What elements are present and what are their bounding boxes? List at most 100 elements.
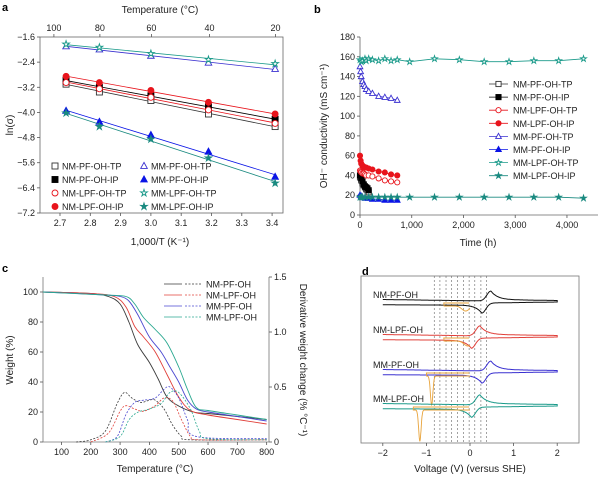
x-tick-label-b: 1,000	[400, 220, 423, 230]
x-tick-label-c: 600	[201, 447, 216, 457]
x-tick-label-c: 200	[83, 447, 98, 457]
data-point-mm-lpf-oh-ip	[430, 192, 439, 201]
data-point-mm-lpf-oh-ip	[479, 192, 489, 201]
legend-label-c: MM-LPF-OH	[206, 313, 257, 323]
data-point-mm-pf-oh-tp	[381, 93, 389, 100]
data-point-mm-pf-oh-tp	[357, 72, 365, 80]
data-point-mm-lpf-oh-ip	[529, 192, 539, 201]
x-tick-label-a: 2.9	[114, 218, 127, 228]
data-point-mm-lpf-oh-tp	[579, 54, 588, 63]
data-point-mm-lpf-oh-ip	[504, 192, 514, 201]
curve-label-d: NM-LPF-OH	[373, 325, 423, 335]
data-point-mm-lpf-oh-ip	[203, 152, 214, 163]
data-point-nm-lpf-oh-tp	[387, 178, 395, 185]
legend-marker-b	[494, 132, 503, 139]
legend-marker-b	[495, 107, 502, 114]
y2-tick-label-c: 0	[274, 437, 279, 447]
top-x-tick-label-a: 40	[204, 23, 214, 33]
x-tick-label-c: 700	[230, 447, 245, 457]
y-tick-label-b: 0	[350, 210, 355, 220]
data-point-nm-lpf-oh-ip	[205, 98, 212, 106]
y-tick-label-c: 80	[28, 317, 38, 327]
data-point-nm-lpf-oh-tp	[147, 93, 155, 101]
y-tick-label-c: 60	[28, 347, 38, 357]
x-axis-title-b: Time (h)	[460, 238, 497, 249]
legend-label-a: NM-LPF-OH-IP	[62, 202, 124, 212]
x-tick-label-c: 100	[54, 447, 69, 457]
data-point-nm-lpf-oh-ip	[375, 168, 382, 175]
weight-curve-nm-lpf-oh	[42, 291, 267, 425]
data-point-mm-lpf-oh-tp	[380, 54, 390, 63]
y-tick-label-c: 100	[23, 287, 38, 297]
x-tick-label-a: 2.8	[84, 218, 97, 228]
data-point-mm-lpf-oh-ip	[61, 107, 71, 118]
dtg-curve-mm-pf-oh	[105, 386, 267, 443]
legend-label-b: NM-LPF-OH-TP	[513, 106, 578, 116]
dtg-curve-mm-lpf-oh	[105, 390, 267, 443]
legend-label-a: NM-PF-OH-TP	[62, 162, 122, 172]
legend-label-a: MM-PF-OH-IP	[151, 175, 209, 185]
side-reaction-curve-nm-pf-oh	[443, 302, 471, 312]
side-reaction-curve-mm-lpf-oh	[412, 406, 470, 443]
data-point-nm-lpf-oh-ip	[369, 166, 376, 173]
top-x-tick-label-a: 80	[95, 23, 105, 33]
y-axis-title-b: OH⁻ conductivity (mS cm⁻¹)	[319, 64, 330, 188]
data-point-nm-lpf-oh-ip	[394, 172, 401, 179]
x-tick-label-c: 800	[259, 447, 274, 457]
y-tick-label-a: −4.0	[17, 107, 35, 117]
x-tick-label-d: 0	[467, 448, 472, 458]
y-axis-title-a: ln(σ)	[5, 115, 16, 136]
x-tick-label-a: 2.7	[54, 218, 67, 228]
legend-marker-b	[495, 94, 502, 101]
weight-curve-mm-lpf-oh	[42, 291, 267, 420]
data-point-mm-pf-oh-tp	[393, 96, 401, 103]
y2-axis-title-c: Derivative weight change (% °C⁻¹)	[297, 284, 308, 437]
data-point-mm-pf-oh-tp	[368, 89, 377, 96]
fit-line-mm-lpf-oh-ip	[65, 112, 276, 182]
data-point-mm-lpf-oh-tp	[386, 56, 396, 65]
data-point-mm-lpf-oh-ip	[146, 134, 156, 144]
data-point-nm-lpf-oh-tp	[95, 85, 103, 93]
x-axis-title-a: 1,000/T (K⁻¹)	[131, 237, 189, 248]
data-point-nm-lpf-oh-tp	[394, 179, 401, 186]
y-tick-label-c: 20	[28, 407, 38, 417]
data-point-nm-lpf-oh-tp	[381, 177, 388, 184]
panel-label-c: c	[2, 263, 8, 275]
data-point-mm-lpf-oh-ip	[579, 193, 588, 202]
data-point-mm-lpf-oh-tp	[529, 56, 539, 65]
y-tick-label-a: −7.2	[17, 208, 35, 218]
x-tick-label-a: 3.0	[145, 218, 158, 228]
data-point-mm-lpf-oh-tp	[61, 39, 71, 49]
data-point-mm-lpf-oh-ip	[454, 192, 464, 201]
legend-label-b: NM-PF-OH-TP	[513, 80, 573, 90]
y-tick-label-b: 20	[345, 190, 355, 200]
legend-marker-b	[494, 145, 503, 153]
legend-label-b: MM-PF-OH-TP	[513, 132, 574, 142]
legend-label-a: MM-LPF-OH-TP	[151, 189, 217, 199]
legend-marker-b	[495, 80, 502, 88]
legend-label-b: MM-LPF-OH-TP	[513, 158, 579, 168]
y-tick-label-a: −6.4	[17, 183, 35, 193]
top-x-tick-label-a: 100	[46, 23, 61, 33]
y-tick-label-a: −1.6	[17, 32, 35, 42]
legend-label-a: MM-LPF-OH-IP	[151, 202, 214, 212]
legend-marker-b	[495, 120, 502, 127]
x-tick-label-c: 500	[171, 447, 186, 457]
curve-label-d: MM-LPF-OH	[373, 394, 424, 404]
top-x-tick-label-a: 60	[146, 23, 156, 33]
x-tick-label-d: 2	[555, 448, 560, 458]
x-tick-label-d: −1	[421, 448, 431, 458]
y2-tick-label-c: 0.5	[274, 382, 287, 392]
panel-label-b: b	[314, 4, 321, 16]
side-reaction-curve-nm-lpf-oh	[443, 337, 471, 347]
cv-curve-nm-pf-oh	[382, 290, 558, 314]
y-tick-label-b: 80	[345, 131, 355, 141]
y-tick-label-b: 120	[340, 91, 355, 101]
data-point-nm-lpf-oh-ip	[381, 169, 388, 176]
legend-marker-a	[139, 187, 149, 198]
legend-label-a: NM-PF-OH-IP	[62, 175, 119, 185]
legend-marker-a	[51, 162, 59, 170]
data-point-nm-lpf-oh-ip	[62, 72, 70, 80]
legend-marker-a	[139, 201, 149, 211]
data-point-nm-lpf-oh-ip	[387, 171, 395, 178]
